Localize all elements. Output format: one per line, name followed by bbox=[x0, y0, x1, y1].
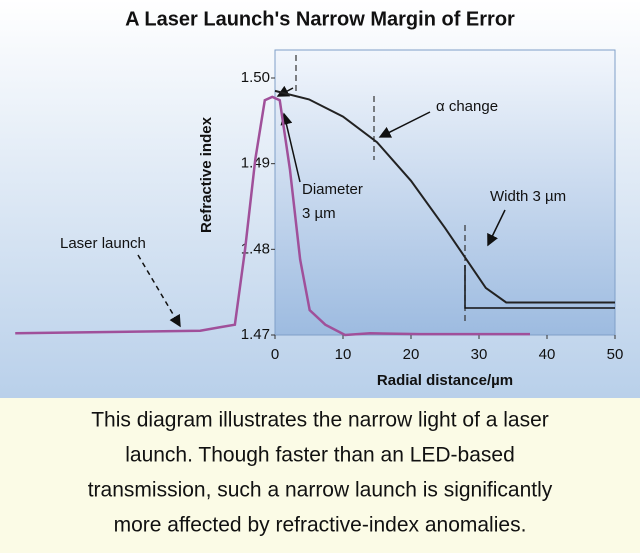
caption-line: launch. Though faster than an LED-based bbox=[125, 444, 515, 467]
annotation: Laser launch bbox=[60, 235, 146, 252]
step-outline bbox=[464, 265, 615, 309]
caption-line: transmission, such a narrow launch is si… bbox=[88, 479, 553, 502]
x-axis-label: Radial distance/µm bbox=[377, 372, 513, 389]
x-tick-label: 40 bbox=[539, 346, 556, 363]
arrow bbox=[137, 254, 181, 328]
chart-title: A Laser Launch's Narrow Margin of Error bbox=[125, 8, 515, 30]
x-tick-label: 10 bbox=[335, 346, 352, 363]
y-axis-label: Refractive index bbox=[198, 116, 215, 233]
annotation: α change bbox=[436, 98, 498, 115]
y-tick-label: 1.48 bbox=[241, 240, 270, 257]
arrow bbox=[276, 85, 294, 97]
arrow bbox=[487, 209, 506, 247]
series-line bbox=[274, 89, 615, 304]
arrow bbox=[280, 112, 301, 183]
arrow bbox=[378, 111, 431, 138]
caption-background bbox=[0, 398, 640, 553]
caption-line: This diagram illustrates the narrow ligh… bbox=[91, 409, 549, 432]
y-tick-label: 1.47 bbox=[241, 326, 270, 343]
caption-line: more affected by refractive-index anomal… bbox=[114, 514, 527, 537]
x-tick-label: 50 bbox=[607, 346, 624, 363]
annotation: 3 µm bbox=[302, 205, 336, 222]
annotation: Diameter bbox=[302, 181, 363, 198]
arrows bbox=[137, 85, 615, 328]
plot-area bbox=[274, 49, 616, 336]
x-tick-label: 0 bbox=[271, 346, 279, 363]
x-tick-label: 30 bbox=[471, 346, 488, 363]
y-tick-label: 1.50 bbox=[241, 69, 270, 86]
series-line bbox=[15, 95, 530, 337]
annotation: Width 3 µm bbox=[490, 188, 566, 205]
x-tick-label: 20 bbox=[403, 346, 420, 363]
